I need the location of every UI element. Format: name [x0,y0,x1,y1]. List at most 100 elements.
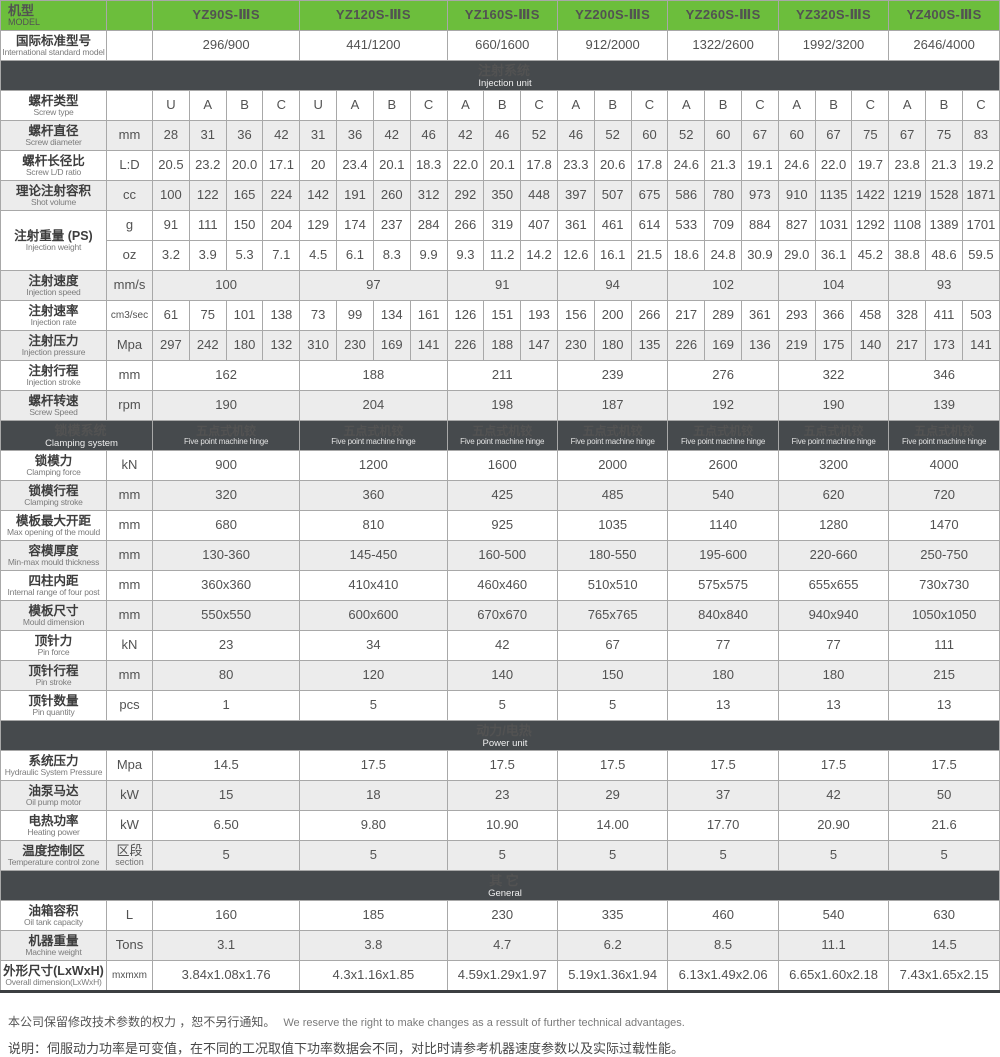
spec-value: 675 [630,180,669,211]
spec-value: 346 [888,360,1000,391]
spec-value: 827 [777,210,816,241]
row-label: 顶针行程 Pin stroke [0,660,107,691]
spec-value: 230 [336,330,374,361]
spec-value: 180 [777,660,890,691]
spec-value: 284 [409,210,448,241]
spec-value: 4000 [888,450,1000,481]
spec-value: 397 [556,180,595,211]
spec-value: 17.70 [667,810,779,841]
row-unit: rpm [106,390,153,421]
row-unit: mxmxm [106,960,153,992]
spec-value: 20.1 [483,150,522,181]
footer-disclaimer: 本公司保留修改技术参数的权力 ，恕不另行通知。 We reserve the ri… [8,1013,992,1031]
spec-value: 61 [152,300,190,331]
spec-value: 217 [888,330,927,361]
spec-value: 46 [483,120,522,151]
spec-value: 20.1 [372,150,411,181]
row-unit: kN [106,630,153,661]
spec-value: 156 [556,300,595,331]
spec-value: 17.1 [262,150,301,181]
spec-value: 22.0 [814,150,853,181]
spec-value: 765x765 [556,600,669,631]
section-header: 动力/电热 Power unit [0,720,1000,751]
spec-value: 226 [667,330,706,361]
spec-value: 250-750 [888,540,1000,571]
spec-value: 75 [851,120,890,151]
spec-value: 46 [409,120,448,151]
row-label: 国际标准型号 International standard model [0,30,107,61]
spec-value: 100 [151,270,301,301]
spec-value: 1108 [888,210,927,241]
spec-value: 175 [814,330,853,361]
spec-value: B [925,90,963,121]
spec-value: 100 [152,180,190,211]
spec-value: 335 [556,900,669,931]
spec-value: 460 [667,900,779,931]
spec-value: 4.3x1.16x1.85 [299,960,448,992]
spec-value: 620 [777,480,890,511]
spec-value: 410x410 [299,570,448,601]
spec-value: 425 [446,480,558,511]
spec-value: 16.1 [593,240,632,271]
spec-value: 1031 [814,210,853,241]
spec-value: 198 [446,390,558,421]
spec-value: 204 [262,210,301,241]
row-label: 油泵马达 Oil pump motor [0,780,107,811]
spec-value: 60 [630,120,669,151]
spec-value: 52 [593,120,632,151]
model-name: YZ260S-ⅢS [667,0,779,31]
row-unit: mm [106,510,153,541]
spec-value: 29.0 [777,240,816,271]
spec-value: 575x575 [667,570,779,601]
row-unit: mm [106,120,153,151]
spec-value: 1528 [925,180,963,211]
row-unit: L [106,900,153,931]
spec-value: 3.9 [188,240,227,271]
row-label: 锁模力 Clamping force [0,450,107,481]
spec-value: 17.8 [520,150,558,181]
spec-value: 14.2 [520,240,558,271]
spec-value: 586 [667,180,706,211]
spec-value: 30.9 [741,240,779,271]
spec-value: 237 [372,210,411,241]
spec-value: 200 [593,300,632,331]
spec-value: 4.59x1.29x1.97 [446,960,558,992]
spec-value: 190 [777,390,890,421]
spec-value: 1701 [961,210,1000,241]
spec-value: 319 [483,210,522,241]
spec-value: 1600 [446,450,558,481]
spec-value: 9.3 [446,240,485,271]
spec-value: 19.2 [961,150,1000,181]
spec-value: 59.5 [961,240,1000,271]
spec-value: 11.2 [483,240,522,271]
row-unit: cm3/sec [106,300,153,331]
spec-value: 45.2 [851,240,890,271]
row-unit: mm [106,600,153,631]
spec-value: 20.90 [777,810,890,841]
spec-value: 293 [777,300,816,331]
spec-value: 3200 [777,450,890,481]
hinge-cell: 五点式机铰 Five point machine hinge [299,420,448,451]
spec-value: 97 [299,270,448,301]
row-unit: kW [106,810,153,841]
unit-header-cell [106,0,153,31]
hinge-cell: 五点式机铰 Five point machine hinge [888,420,1000,451]
spec-value: C [520,90,558,121]
spec-value: 80 [151,660,301,691]
spec-value: 328 [888,300,927,331]
spec-value: 6.2 [556,930,669,961]
spec-value: 448 [520,180,558,211]
spec-value: 276 [667,360,779,391]
spec-value: 411 [925,300,963,331]
spec-value: 17.8 [630,150,669,181]
spec-value: 441/1200 [299,30,448,61]
spec-value: 266 [630,300,669,331]
model-name: YZ120S-ⅢS [299,0,448,31]
spec-value: 13 [667,690,779,721]
spec-value: 36 [225,120,264,151]
spec-value: 23.4 [336,150,374,181]
row-label: 注射速度 Injection speed [0,270,107,301]
row-label: 外形尺寸(LxWxH) Overall dimension(LxWxH) [0,960,107,992]
spec-value: 3.1 [151,930,301,961]
spec-value: 21.3 [925,150,963,181]
